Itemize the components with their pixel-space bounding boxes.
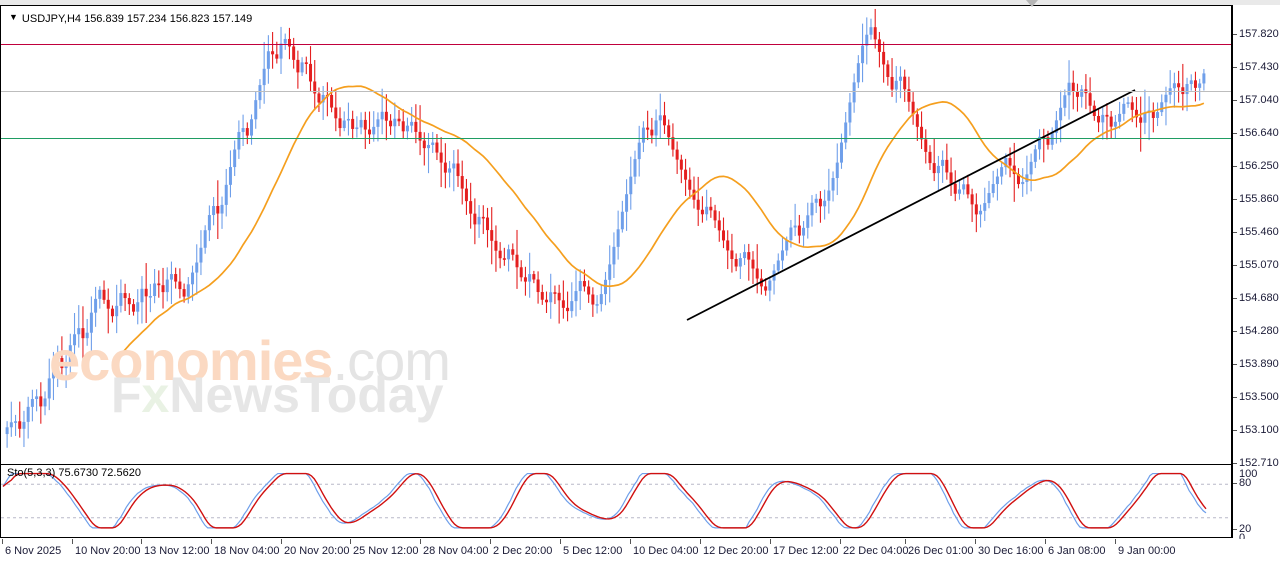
time-axis-tickmark (281, 539, 282, 544)
time-axis-label: 26 Dec 01:00 (908, 545, 974, 557)
stochastic-axis-tick: 100 (1239, 468, 1258, 480)
stochastic-series (1, 472, 1231, 529)
time-axis-label: 30 Dec 16:00 (978, 545, 1044, 557)
price-axis-tick: 154.680 (1233, 292, 1279, 304)
price-axis[interactable]: 157.820 157.430 157.040 156.640 156.250 155.8… (1233, 5, 1280, 544)
time-axis-label: 12 Dec 20:00 (703, 545, 769, 557)
chart-frame: economies.com FxNewsToday ▼ USDJPY,H4 156… (0, 5, 1232, 538)
time-axis[interactable]: 6 Nov 2025 10 Nov 20:00 13 Nov 12:00 18 Nov… (0, 539, 1280, 567)
time-axis-tickmark (211, 539, 212, 544)
price-axis-tick: 155.070 (1233, 259, 1279, 271)
price-axis-tick: 157.040 (1233, 94, 1279, 106)
resistance-level-line (1, 44, 1231, 45)
collapse-icon[interactable]: ▼ (9, 12, 18, 22)
time-axis-tickmark (2, 539, 3, 544)
time-axis-label: 10 Nov 20:00 (75, 545, 141, 557)
chart-header: ▼ USDJPY,H4 156.839 157.234 156.823 157.1… (9, 12, 252, 25)
price-axis-tick: 156.640 (1233, 127, 1279, 139)
axis-separator (1232, 5, 1233, 538)
time-axis-label: 10 Dec 04:00 (633, 545, 699, 557)
price-axis-tick: 155.860 (1233, 193, 1279, 205)
time-axis-tickmark (770, 539, 771, 544)
price-axis-tick: 157.430 (1233, 61, 1279, 73)
time-axis-tickmark (905, 539, 906, 544)
time-axis-label: 6 Nov 2025 (5, 545, 62, 557)
stochastic-axis-tick: 0 (1239, 532, 1246, 544)
stochastic-pane[interactable]: Sto(5,3,3) 75.6730 72.5620 (1, 464, 1231, 537)
price-axis-tick: 154.280 (1233, 325, 1279, 337)
price-axis-tick: 156.250 (1233, 160, 1279, 172)
time-axis-tickmark (560, 539, 561, 544)
time-axis-tickmark (840, 539, 841, 544)
time-axis-tickmark (72, 539, 73, 544)
price-axis-tick: 153.100 (1233, 424, 1279, 436)
price-axis-tick: 155.460 (1233, 226, 1279, 238)
current-price-line (1, 91, 1231, 92)
time-axis-tickmark (350, 539, 351, 544)
support-level-line (1, 138, 1231, 139)
time-axis-label: 2 Dec 20:00 (493, 545, 553, 557)
time-axis-tickmark (700, 539, 701, 544)
time-axis-tickmark (490, 539, 491, 544)
time-axis-tickmark (1115, 539, 1116, 544)
candlestick-series (5, 8, 1206, 448)
time-axis-label: 17 Dec 12:00 (773, 545, 839, 557)
price-axis-tick: 153.500 (1233, 391, 1279, 403)
time-axis-tickmark (141, 539, 142, 544)
time-axis-label: 28 Nov 04:00 (423, 545, 489, 557)
price-axis-tick: 153.890 (1233, 358, 1279, 370)
symbol-ohlc-label: USDJPY,H4 156.839 157.234 156.823 157.14… (21, 13, 253, 25)
time-axis-label: 13 Nov 12:00 (144, 545, 210, 557)
stochastic-axis-tick: 80 (1233, 477, 1251, 489)
time-axis-label: 9 Jan 00:00 (1118, 545, 1176, 557)
time-axis-label: 25 Nov 12:00 (353, 545, 419, 557)
time-axis-tickmark (1045, 539, 1046, 544)
time-axis-tickmark (630, 539, 631, 544)
chart-marker-icon (1026, 0, 1038, 7)
stochastic-label: Sto(5,3,3) 75.6730 72.5620 (7, 467, 141, 479)
stochastic-axis-tick: 20 (1233, 523, 1251, 535)
time-axis-label: 18 Nov 04:00 (214, 545, 280, 557)
time-axis-tickmark (420, 539, 421, 544)
price-axis-tick: 157.820 (1233, 28, 1279, 40)
price-axis-tick: 152.710 (1233, 457, 1279, 469)
price-pane[interactable]: economies.com FxNewsToday (1, 6, 1231, 461)
time-axis-label: 20 Nov 20:00 (284, 545, 350, 557)
time-axis-label: 22 Dec 04:00 (843, 545, 909, 557)
time-axis-label: 5 Dec 12:00 (563, 545, 623, 557)
time-axis-label: 6 Jan 08:00 (1048, 545, 1106, 557)
time-axis-tickmark (975, 539, 976, 544)
